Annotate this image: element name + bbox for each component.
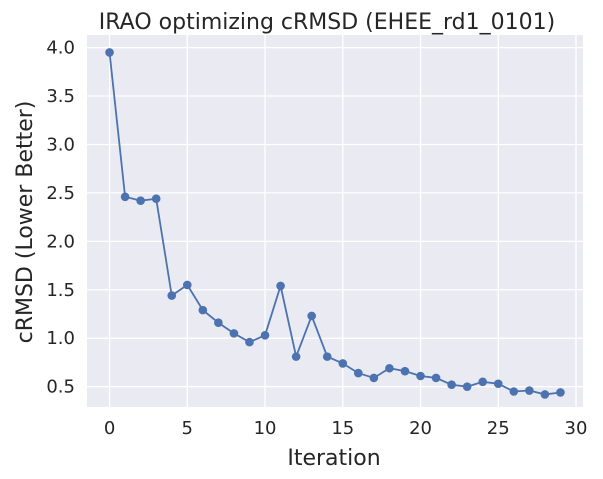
data-point [276, 281, 285, 291]
y-tick-label: 3.0 [46, 134, 75, 155]
data-point [416, 371, 425, 381]
y-tick-label: 2.5 [46, 183, 75, 204]
data-point [385, 363, 394, 373]
data-point [462, 382, 472, 391]
data-point [105, 48, 114, 57]
data-point [525, 386, 534, 395]
y-tick-label: 1.5 [46, 280, 75, 301]
data-point [291, 352, 301, 361]
data-point [307, 311, 316, 321]
grid [87, 35, 583, 407]
data-point [400, 366, 410, 376]
y-tick-label: 3.5 [46, 86, 75, 107]
x-tick-label: 15 [331, 418, 354, 439]
x-tick-label: 0 [104, 418, 115, 439]
data-point [447, 380, 456, 390]
data-point [182, 280, 192, 290]
x-tick-label: 25 [487, 418, 510, 439]
data-point [167, 291, 177, 300]
x-tick-label: 20 [409, 418, 432, 439]
data-point [369, 373, 379, 383]
y-tick-label: 2.0 [46, 231, 75, 252]
y-tick-labels: 0.5 1.0 1.5 2.0 2.5 3.0 3.5 4.0 [46, 38, 75, 398]
x-tick-label: 10 [254, 418, 277, 439]
data-point [493, 379, 503, 389]
data-point [245, 337, 254, 347]
x-tick-labels: 0 5 10 15 20 25 30 [104, 418, 588, 439]
chart-title: IRAO optimizing cRMSD (EHEE_rd1_0101) [99, 10, 555, 35]
data-point [198, 305, 208, 315]
data-point [151, 194, 161, 204]
data-point [478, 377, 488, 387]
series [105, 48, 565, 399]
y-tick-label: 4.0 [46, 38, 75, 59]
plot-area [87, 35, 583, 407]
x-tick-label: 5 [182, 418, 193, 439]
data-point [556, 388, 565, 397]
x-axis-label: Iteration [287, 446, 380, 471]
data-point [431, 373, 441, 383]
data-point [136, 196, 145, 205]
data-point [509, 387, 519, 396]
data-point [322, 352, 332, 361]
x-tick-label: 30 [565, 418, 588, 439]
y-tick-label: 1.0 [46, 328, 75, 349]
data-point [229, 329, 239, 338]
data-point [540, 390, 550, 399]
data-point [338, 359, 348, 368]
data-point [354, 368, 363, 378]
y-tick-label: 0.5 [46, 377, 75, 398]
data-point [260, 331, 270, 340]
data-point [214, 318, 223, 328]
data-point [120, 192, 130, 202]
y-axis-label: cRMSD (Lower Better) [13, 101, 38, 344]
